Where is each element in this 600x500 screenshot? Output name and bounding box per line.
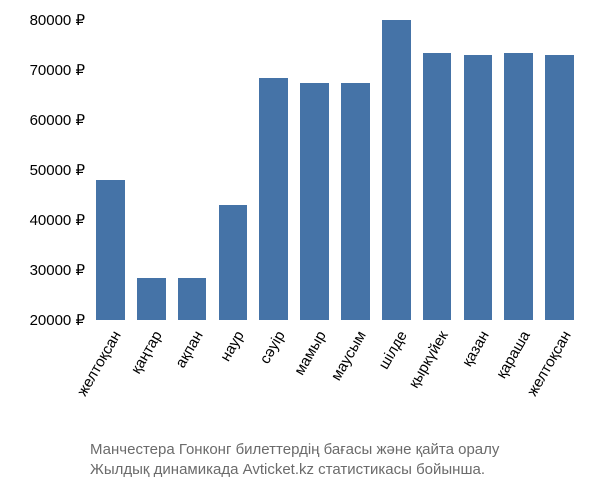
bar-slot <box>457 20 498 320</box>
x-tick-label: желтоқсан <box>74 328 125 399</box>
x-tick-label: қараша <box>493 328 534 382</box>
x-tick-label: сәуір <box>256 328 288 367</box>
bar <box>259 78 288 321</box>
bar-slot <box>90 20 131 320</box>
y-tick-label: 50000 ₽ <box>5 161 85 179</box>
y-tick-label: 40000 ₽ <box>5 211 85 229</box>
bar-slot <box>498 20 539 320</box>
x-tick-label: наур <box>217 328 248 364</box>
x-tick-label: ақпан <box>172 328 207 371</box>
caption-line: Жылдық динамикада Avticket.kz статистика… <box>90 460 590 480</box>
bar-slot <box>335 20 376 320</box>
bar-slot <box>417 20 458 320</box>
bar-slot <box>376 20 417 320</box>
plot-area <box>90 20 580 320</box>
bar <box>96 180 125 320</box>
bar <box>300 83 329 321</box>
x-tick-label: қазан <box>459 328 493 370</box>
bar <box>178 278 207 321</box>
bar-slot <box>212 20 253 320</box>
x-labels: желтоқсан қаңтар ақпан наур сәуір мамыр … <box>90 322 580 442</box>
price-chart: 80000 ₽ 70000 ₽ 60000 ₽ 50000 ₽ 40000 ₽ … <box>0 0 600 500</box>
bar <box>545 55 574 320</box>
bar <box>137 278 166 321</box>
bars-container <box>90 20 580 320</box>
x-tick-label: мамыр <box>291 328 330 378</box>
bar <box>219 205 248 320</box>
bar-slot <box>131 20 172 320</box>
bar-slot <box>172 20 213 320</box>
bar <box>504 53 533 321</box>
y-tick-label: 60000 ₽ <box>5 111 85 129</box>
chart-caption: Манчестера Гонконг билеттердің бағасы жә… <box>90 440 590 481</box>
bar <box>341 83 370 321</box>
y-tick-label: 70000 ₽ <box>5 61 85 79</box>
bar-slot <box>539 20 580 320</box>
bar <box>464 55 493 320</box>
x-tick-label: шілде <box>376 328 411 372</box>
bar-slot <box>253 20 294 320</box>
caption-line: Манчестера Гонконг билеттердің бағасы жә… <box>90 440 590 460</box>
bar-slot <box>294 20 335 320</box>
bar <box>423 53 452 321</box>
y-tick-label: 30000 ₽ <box>5 261 85 279</box>
bar <box>382 20 411 320</box>
y-tick-label: 20000 ₽ <box>5 311 85 329</box>
x-tick-label: қаңтар <box>128 328 166 377</box>
y-tick-label: 80000 ₽ <box>5 11 85 29</box>
x-tick-label: маусым <box>328 328 370 384</box>
